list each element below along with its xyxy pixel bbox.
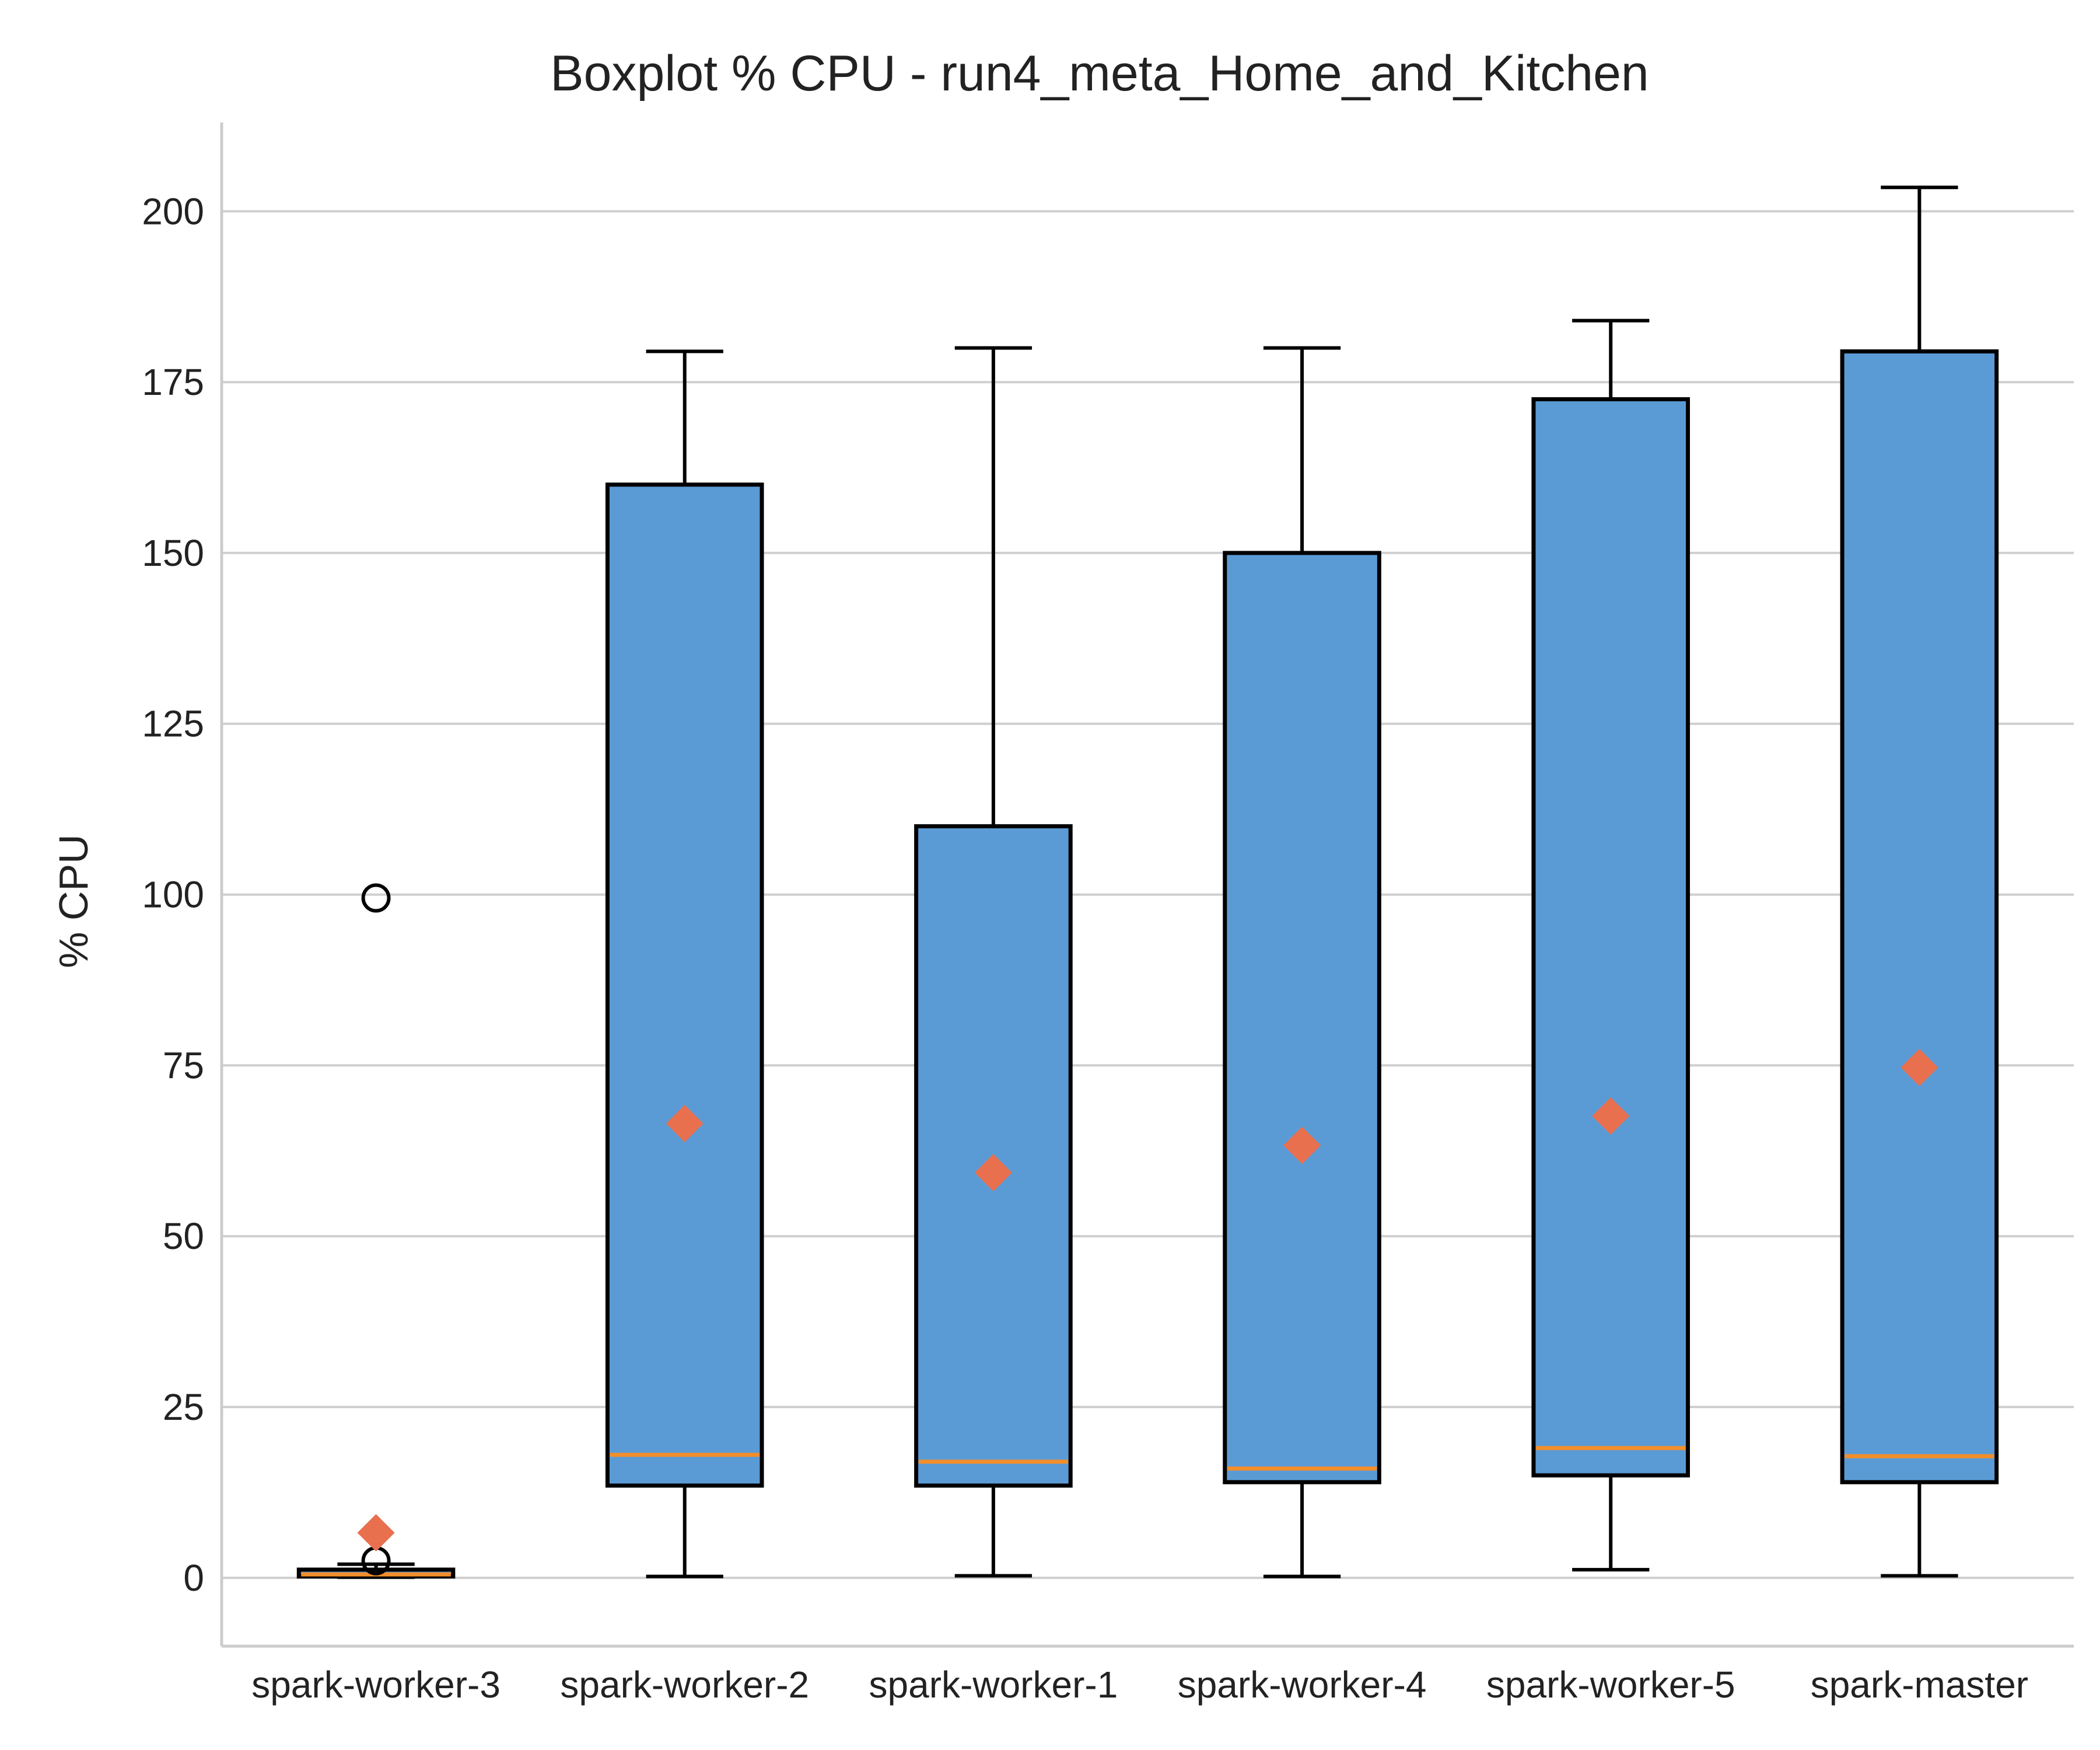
mean-marker-spark-master [1901, 1048, 1938, 1086]
y-axis-label: % CPU [51, 834, 96, 968]
chart-title: Boxplot % CPU - run4_meta_Home_and_Kitch… [550, 46, 1648, 102]
box-spark-worker-2 [605, 482, 764, 1488]
box-group-spark-master [1840, 186, 1999, 1578]
x-tick-spark-worker-4: spark-worker-4 [1178, 1664, 1427, 1706]
y-tick-labels: 0 25 50 75 100 125 150 175 200 [142, 190, 204, 1599]
mean-marker-spark-worker-1 [974, 1154, 1012, 1192]
mean-marker-spark-worker-5 [1592, 1097, 1630, 1135]
box-spark-master [1840, 349, 1999, 1485]
y-tick-50: 50 [163, 1215, 204, 1257]
y-tick-150: 150 [142, 532, 204, 574]
mean-marker-spark-worker-4 [1283, 1126, 1321, 1164]
box-spark-worker-4 [1223, 551, 1381, 1485]
box-spark-worker-5 [1531, 397, 1690, 1478]
x-tick-spark-master: spark-master [1811, 1664, 2028, 1706]
box-group-spark-worker-2 [605, 349, 764, 1578]
box-group-spark-worker-4 [1223, 346, 1381, 1578]
mean-marker-spark-worker-2 [666, 1104, 704, 1142]
x-tick-spark-worker-5: spark-worker-5 [1486, 1664, 1735, 1706]
x-tick-labels: spark-worker-3 spark-worker-2 spark-worker… [251, 1664, 2028, 1706]
y-tick-200: 200 [142, 190, 204, 232]
y-tick-125: 125 [142, 703, 204, 745]
y-tick-175: 175 [142, 361, 204, 403]
x-tick-spark-worker-2: spark-worker-2 [560, 1664, 809, 1706]
y-tick-75: 75 [163, 1044, 204, 1086]
y-tick-25: 25 [163, 1386, 204, 1428]
mean-marker-spark-worker-3 [357, 1514, 395, 1552]
x-tick-spark-worker-1: spark-worker-1 [869, 1664, 1118, 1706]
x-tick-spark-worker-3: spark-worker-3 [251, 1664, 501, 1706]
outlier-spark-worker-3-1 [361, 883, 391, 913]
box-group-spark-worker-1 [914, 346, 1073, 1578]
y-tick-0: 0 [183, 1557, 204, 1599]
box-group-spark-worker-5 [1531, 318, 1690, 1572]
gridlines [222, 210, 2074, 1579]
boxes [296, 186, 1999, 1579]
y-tick-100: 100 [142, 874, 204, 916]
box-group-spark-worker-3 [296, 883, 456, 1579]
